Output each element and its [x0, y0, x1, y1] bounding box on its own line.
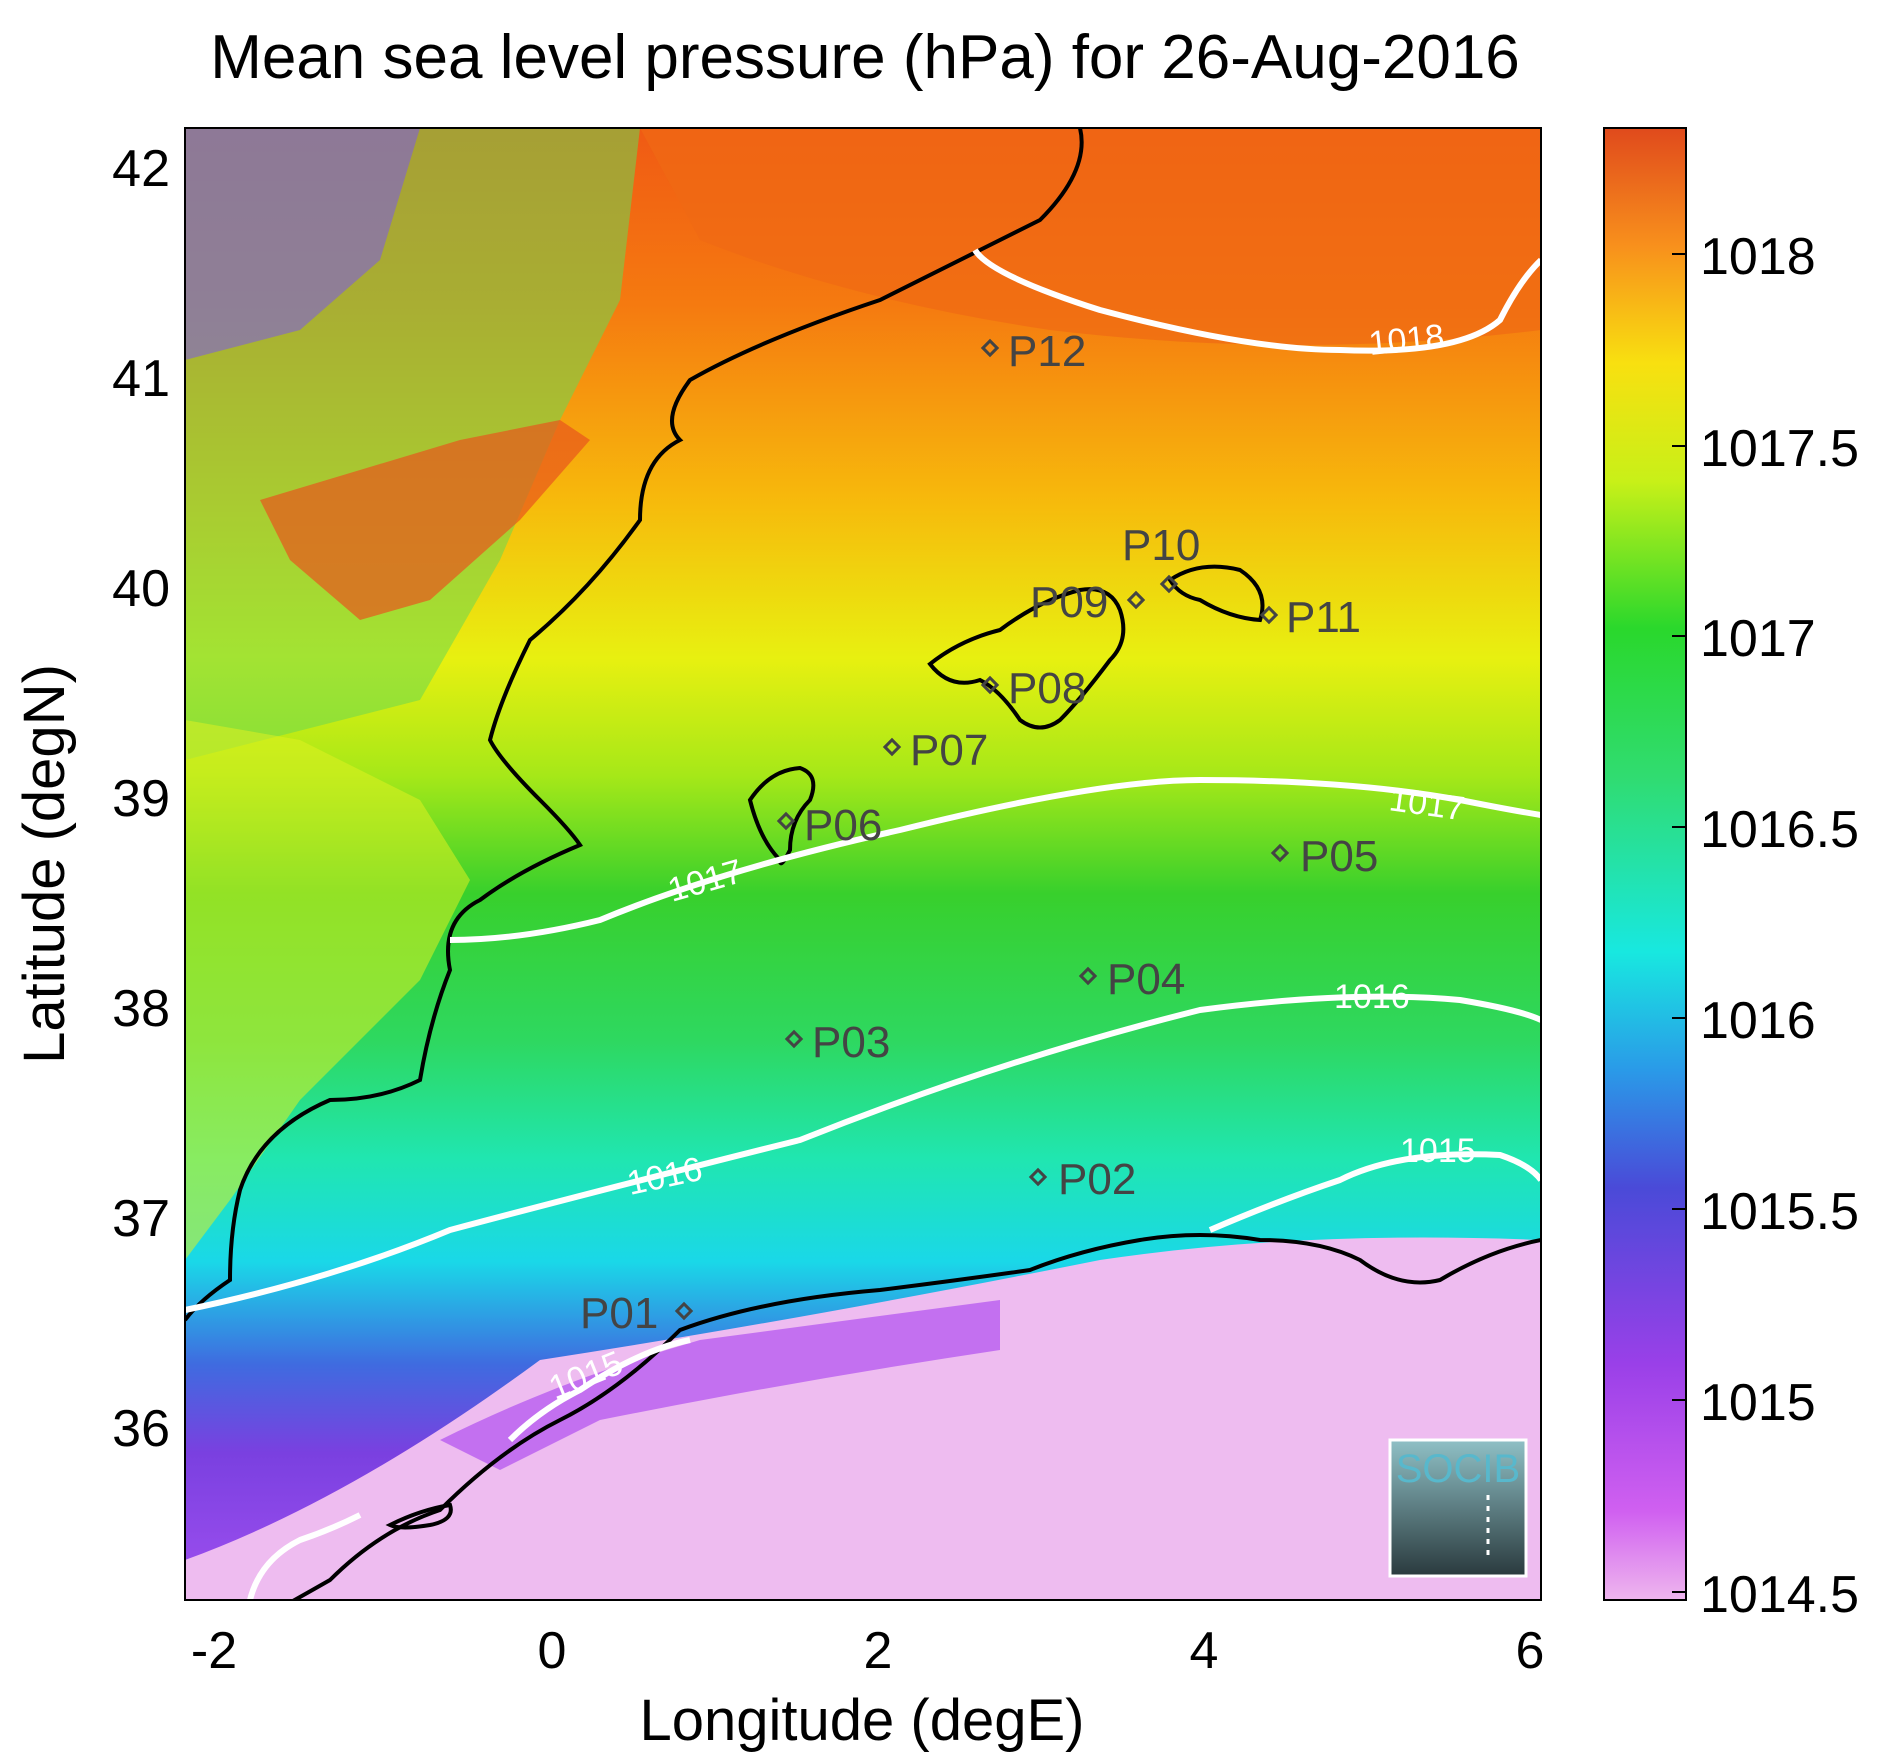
colorbar-tick-label: 1016	[1700, 992, 1816, 1050]
y-tick-label: 39	[112, 770, 170, 828]
isobar-1015	[247, 1151, 1541, 1600]
colorbar-tick-label: 1016.5	[1700, 801, 1859, 859]
svg-text:P09: P09	[1030, 578, 1108, 627]
y-axis: 36 37 38 39 40 41 42 Latitude (degN)	[12, 140, 170, 1458]
svg-text:P05: P05	[1300, 832, 1378, 881]
colorbar-tick-label: 1015	[1700, 1374, 1816, 1432]
svg-text:P12: P12	[1008, 327, 1086, 376]
colorbar: 1014.5 1015 1015.5 1016 1016.5 1017 1017…	[1603, 127, 1859, 1624]
x-axis: -2 0 2 4 6 Longitude (degE)	[191, 1622, 1545, 1753]
y-tick-label: 42	[112, 140, 170, 198]
x-tick-label: -2	[191, 1622, 237, 1680]
station-p06: P06	[776, 801, 882, 850]
chart-title: Mean sea level pressure (hPa) for 26-Aug…	[210, 23, 1520, 92]
station-p10: P10	[1122, 521, 1200, 594]
x-tick-label: 2	[864, 1622, 893, 1680]
svg-text:P10: P10	[1122, 521, 1200, 570]
station-p11: P11	[1259, 593, 1361, 642]
svg-text:P06: P06	[804, 801, 882, 850]
colorbar-ramp	[1603, 127, 1687, 1601]
svg-text:P04: P04	[1107, 955, 1185, 1004]
coastline-africa	[290, 1233, 1541, 1600]
colorbar-tick-label: 1018	[1700, 228, 1816, 286]
socib-logo: SOCIB	[1388, 1438, 1528, 1578]
isobar-1016	[185, 993, 1541, 1313]
station-p07: P07	[882, 726, 988, 775]
y-axis-label: Latitude (degN)	[12, 664, 77, 1064]
station-p02: P02	[1028, 1155, 1136, 1204]
station-p01: P01	[580, 1289, 694, 1338]
coastline-iberia	[185, 128, 1084, 1322]
svg-text:P11: P11	[1286, 593, 1361, 642]
x-tick-label: 0	[538, 1622, 567, 1680]
svg-text:SOCIB: SOCIB	[1396, 1447, 1520, 1491]
svg-text:P08: P08	[1008, 664, 1086, 713]
colorbar-tick-label: 1017.5	[1700, 420, 1859, 478]
station-p08: P08	[980, 664, 1086, 713]
svg-text:P01: P01	[580, 1289, 658, 1338]
isobar-1018	[972, 248, 1541, 354]
station-p12: P12	[980, 327, 1086, 376]
x-tick-label: 4	[1190, 1622, 1219, 1680]
island-alboran	[385, 1502, 453, 1530]
colorbar-tick-label: 1015.5	[1700, 1183, 1859, 1241]
colorbar-tick-label: 1014.5	[1700, 1566, 1859, 1624]
x-tick-label: 6	[1516, 1622, 1545, 1680]
station-p09: P09	[1030, 578, 1146, 627]
low-pressure-band	[440, 1300, 1000, 1470]
colorbar-tick-label: 1017	[1700, 610, 1816, 668]
station-p05: P05	[1270, 832, 1378, 881]
y-tick-label: 41	[112, 350, 170, 408]
y-tick-label: 40	[112, 560, 170, 618]
high-pressure-region	[640, 128, 1541, 345]
plot-frame	[184, 127, 1542, 1601]
y-tick-label: 38	[112, 980, 170, 1038]
x-axis-label: Longitude (degE)	[640, 1688, 1085, 1753]
y-tick-label: 37	[112, 1190, 170, 1248]
land-yellow-field	[185, 720, 470, 1260]
land-orange-field	[260, 420, 590, 620]
island-menorca	[1167, 564, 1265, 623]
contour-label-1016-a: 1016	[1334, 978, 1410, 1016]
svg-text:P03: P03	[812, 1018, 890, 1067]
isobar-1017	[449, 776, 1541, 943]
contour-label-1015-a: 1015	[1400, 1132, 1476, 1170]
land-north-low-field	[185, 128, 420, 360]
svg-text:P07: P07	[910, 726, 988, 775]
contour-label-1018: 1018	[1367, 317, 1446, 363]
island-ibiza	[747, 765, 816, 866]
map-plot-area: 1018 1017 1017 1016 1016 1015 1015 P01 P…	[185, 128, 1541, 1600]
y-tick-label: 36	[112, 1400, 170, 1458]
low-pressure-region	[185, 1237, 1541, 1600]
station-p03: P03	[784, 1018, 890, 1067]
svg-text:P02: P02	[1058, 1155, 1136, 1204]
station-p04: P04	[1078, 955, 1185, 1004]
island-mallorca	[927, 587, 1126, 730]
